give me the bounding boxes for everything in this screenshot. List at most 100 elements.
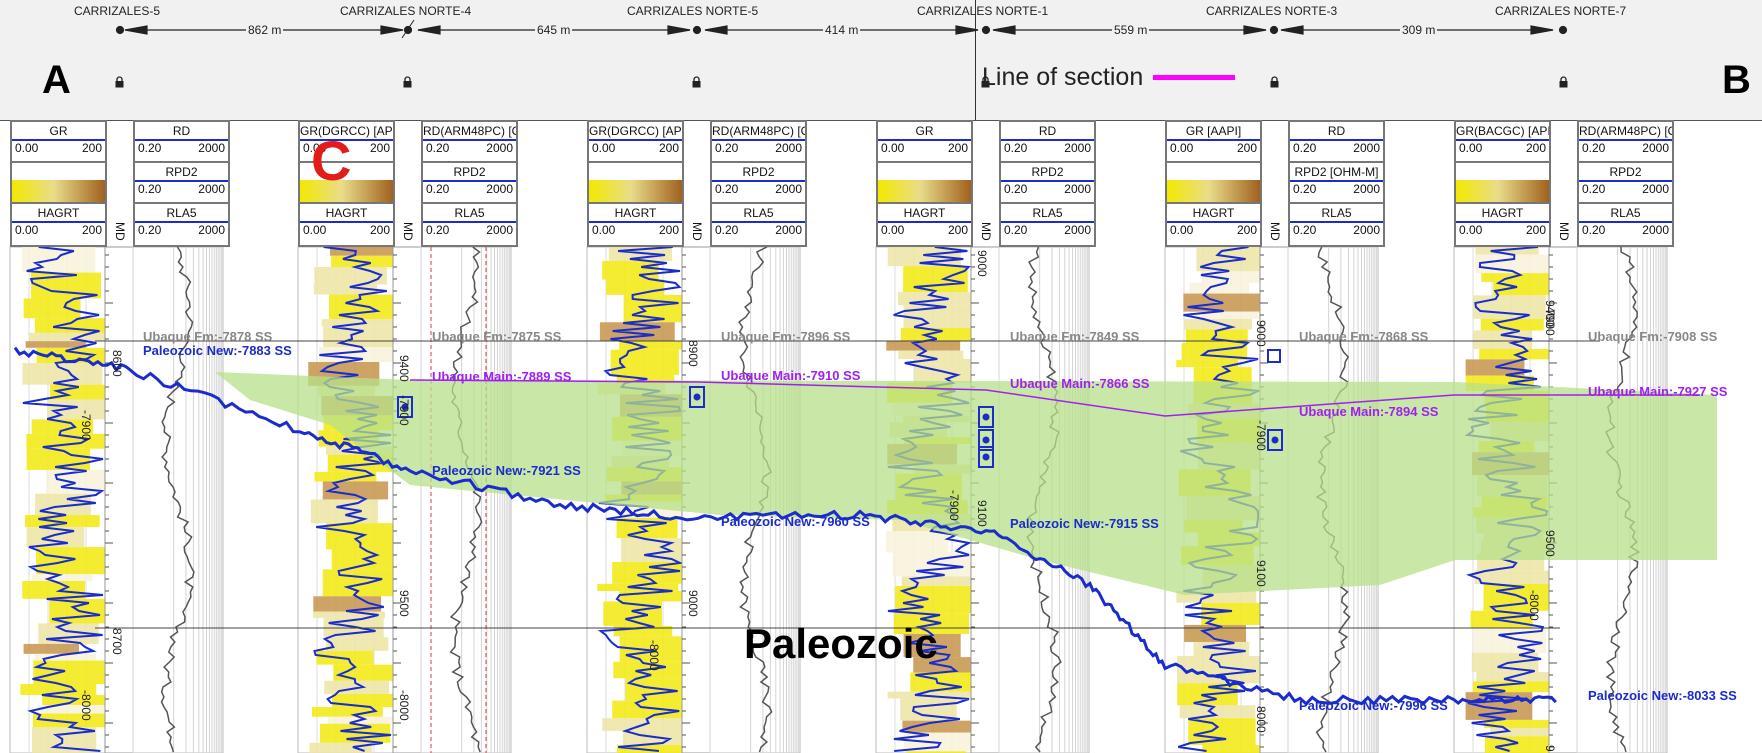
litho-band (312, 611, 385, 618)
litho-band (1471, 652, 1539, 672)
lock-icon[interactable] (1270, 76, 1279, 88)
gr-track-header[interactable]: GR(DGRCC) [API] 0.00 200 HAGRT 0.00 200 (298, 120, 395, 247)
scale-min: 0.20 (138, 141, 162, 155)
curve-header-gr-fill[interactable] (878, 163, 971, 204)
curve-header-rpd2[interactable]: RPD2 [OHM-M] 0.20 2000 (1290, 163, 1383, 204)
lock-icon[interactable] (403, 76, 412, 88)
scale-max: 2000 (486, 141, 513, 155)
curve-header-gr[interactable]: GR [AAPI] 0.00 200 (1167, 122, 1260, 163)
litho-band (310, 499, 378, 524)
litho-band (902, 720, 974, 733)
curve-header-gr[interactable]: GR(DGRCC) [API] 0.00 200 (589, 122, 682, 163)
curve-header-rla5[interactable]: RLA5 0.20 2000 (423, 204, 516, 245)
curve-header-gr-fill[interactable] (300, 163, 393, 204)
litho-band (309, 742, 373, 753)
gr-track-header[interactable]: GR(DGRCC) [API] 0.00 200 HAGRT 0.00 200 (587, 120, 684, 247)
resistivity-curve (449, 246, 483, 753)
curve-name: HAGRT (300, 205, 393, 223)
ubaque-main-top: Ubaque Main:-7889 SS (432, 369, 572, 384)
curve-header-hagrt[interactable]: HAGRT 0.00 200 (12, 204, 105, 245)
litho-band (901, 576, 983, 586)
depth-label: 9400 (397, 355, 411, 382)
curve-header-rd[interactable]: RD 0.20 2000 (135, 122, 228, 163)
curve-header-gr-fill[interactable] (12, 163, 105, 204)
curve-header-rpd2[interactable]: RPD2 0.20 2000 (1001, 163, 1094, 204)
curve-header-rd[interactable]: RD(ARM48PC) [OHM-M]0.20 2000 (1579, 122, 1672, 163)
curve-header-rla5[interactable]: RLA5 0.20 2000 (1001, 204, 1094, 245)
well-name-carrizales-norte-3[interactable]: CARRIZALES NORTE-3 (1206, 4, 1338, 18)
curve-header-rla5[interactable]: RLA5 0.20 2000 (135, 204, 228, 245)
res-track-header[interactable]: RD(ARM48PC) [OHM-M]0.202000RPD20.202000R… (1577, 120, 1674, 247)
scale-max: 200 (1236, 223, 1257, 237)
curve-name: RD(ARM48PC) [OHM-M] (423, 123, 516, 141)
curve-header-gr-fill[interactable] (1167, 163, 1260, 204)
gr-track-header[interactable]: GR 0.00 200 HAGRT 0.00 200 (876, 120, 973, 247)
curve-header-rla5[interactable]: RLA5 0.20 2000 (712, 204, 805, 245)
depth-track (392, 246, 422, 753)
litho-band (1202, 745, 1263, 753)
curve-header-rpd2[interactable]: RPD2 0.20 2000 (1579, 163, 1672, 204)
curve-header-hagrt[interactable]: HAGRT 0.00 200 (300, 204, 393, 245)
curve-header-rd[interactable]: RD 0.20 2000 (1001, 122, 1094, 163)
scale-max: 200 (81, 141, 102, 155)
litho-band (1183, 293, 1268, 312)
lock-icon[interactable] (115, 76, 124, 88)
depth-label: -7900 (397, 395, 411, 426)
curve-header-rd[interactable]: RD(ARM48PC) [OHM-M]0.20 2000 (423, 122, 516, 163)
curve-header-rd[interactable]: RD 0.20 2000 (1290, 122, 1383, 163)
gr-track-header[interactable]: GR 0.00 200 HAGRT 0.00 200 (10, 120, 107, 247)
well-name-carrizales-5[interactable]: CARRIZALES-5 (74, 4, 161, 18)
curve-header-gr[interactable]: GR 0.00 200 (12, 122, 105, 163)
well-name-carrizales-norte-7[interactable]: CARRIZALES NORTE-7 (1495, 4, 1627, 18)
scale-max: 2000 (486, 182, 513, 196)
litho-band (1179, 705, 1256, 719)
curve-header-hagrt[interactable]: HAGRT 0.00 200 (1167, 204, 1260, 245)
lithology-fill-swatch (1456, 180, 1549, 202)
paleozoic-top: Paleozoic New:-8033 SS (1588, 688, 1737, 703)
curve-header-hagrt[interactable]: HAGRT 0.00 200 (589, 204, 682, 245)
lock-icon[interactable] (981, 76, 990, 88)
well-name-carrizales-norte-1[interactable]: CARRIZALES NORTE-1 (917, 4, 1049, 18)
curve-header-rpd2[interactable]: RPD2 0.20 2000 (423, 163, 516, 204)
res-track-header[interactable]: RD 0.20 2000 RPD2 0.20 2000 RLA5 0.20 2000 (999, 120, 1096, 247)
curve-header-rpd2[interactable]: RPD2 0.20 2000 (135, 163, 228, 204)
litho-band (36, 347, 112, 364)
res-track-header[interactable]: RD(ARM48PC) [OHM-M]0.202000RPD20.202000R… (710, 120, 807, 247)
res-track-header[interactable]: RD 0.20 2000 RPD2 0.20 2000 RLA5 0.20 2000 (133, 120, 230, 247)
litho-band (1201, 602, 1261, 625)
res-track-header[interactable]: RD(ARM48PC) [OHM-M]0.202000RPD20.202000R… (421, 120, 518, 247)
curve-header-hagrt[interactable]: HAGRT 0.00 200 (1456, 204, 1549, 245)
curve-header-hagrt[interactable]: HAGRT 0.00 200 (878, 204, 971, 245)
gr-track-header[interactable]: GR(BACGC) [API] 0.00 200 HAGRT 0.00 200 (1454, 120, 1551, 247)
curve-header-rla5[interactable]: RLA5 0.20 2000 (1579, 204, 1672, 245)
litho-band (313, 284, 378, 295)
lock-icon[interactable] (692, 76, 701, 88)
litho-band (33, 660, 119, 685)
litho-band (900, 327, 976, 341)
depth-label: 9000 (686, 590, 700, 617)
scale-min: 0.20 (1582, 223, 1606, 237)
curve-header-rla5[interactable]: RLA5 0.20 2000 (1290, 204, 1383, 245)
scale-min: 0.00 (592, 223, 616, 237)
well-name-carrizales-norte-5[interactable]: CARRIZALES NORTE-5 (627, 4, 759, 18)
curve-header-gr[interactable]: GR(DGRCC) [API] 0.00 200 (300, 122, 393, 163)
res-track-header[interactable]: RD 0.20 2000 RPD2 [OHM-M] 0.20 2000 RLA5 0.20 20… (1288, 120, 1385, 247)
curve-name: RD(ARM48PC) [OHM-M] (1579, 123, 1672, 141)
curve-header-gr[interactable]: GR 0.00 200 (878, 122, 971, 163)
litho-band (1204, 271, 1278, 283)
litho-band (24, 515, 100, 528)
litho-band (1484, 719, 1550, 728)
paleozoic-top: Paleozoic New:-7883 SS (143, 343, 292, 358)
curve-header-gr-fill[interactable] (589, 163, 682, 204)
lock-icon[interactable] (1559, 76, 1568, 88)
depth-label: -8000 (79, 690, 93, 721)
curve-header-gr-fill[interactable] (1456, 163, 1549, 204)
scale-max: 200 (81, 223, 102, 237)
well-name-carrizales-norte-4[interactable]: CARRIZALES NORTE-4 (340, 4, 472, 18)
curve-header-rd[interactable]: RD(ARM48PC) [OHM-M]0.20 2000 (712, 122, 805, 163)
curve-header-rpd2[interactable]: RPD2 0.20 2000 (712, 163, 805, 204)
section-header: CARRIZALES-5 CARRIZALES NORTE-4 CARRIZAL… (0, 0, 1762, 121)
gr-track-header[interactable]: GR [AAPI] 0.00 200 HAGRT 0.00 200 (1165, 120, 1262, 247)
curve-header-gr[interactable]: GR(BACGC) [API] 0.00 200 (1456, 122, 1549, 163)
